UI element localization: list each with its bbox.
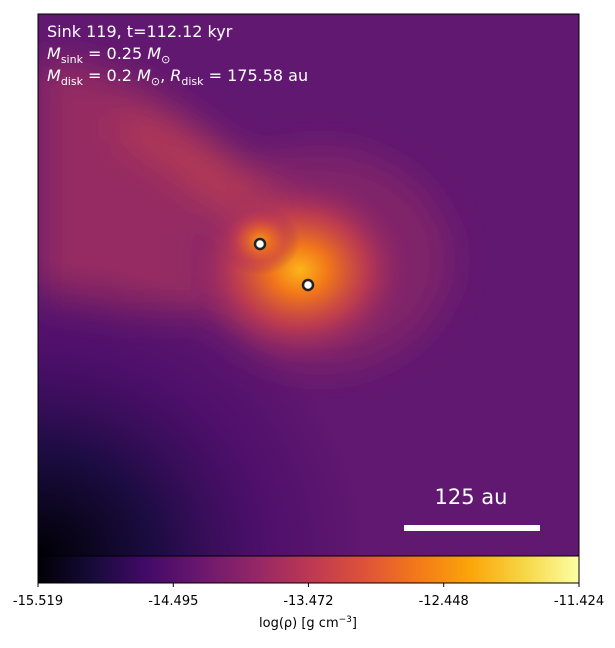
scale-bar	[404, 525, 540, 531]
annotation-part: M	[47, 66, 61, 85]
colorbar-tick-label: -12.448	[419, 594, 469, 609]
annotation-part: = 175.58 au	[204, 66, 309, 85]
colorbar	[37, 555, 580, 584]
annotation: Msink = 0.25 M⊙	[47, 44, 170, 66]
annotation-part: = 0.2	[83, 66, 137, 85]
annotation-part: ,	[160, 66, 170, 85]
label-text: log(ρ) [g cm	[259, 616, 339, 631]
annotation-part: R	[170, 66, 181, 85]
sink-particle	[253, 237, 267, 251]
annotation: Sink 119, t=112.12 kyr	[47, 22, 233, 41]
annotation-part: disk	[181, 75, 204, 88]
annotation-part: disk	[61, 75, 84, 88]
annotation-part: ⊙	[161, 53, 170, 66]
annotation-part: M	[137, 66, 151, 85]
colorbar-tick-label: -13.472	[283, 594, 333, 609]
label-exponent: −3	[339, 615, 352, 625]
annotation-part: M	[147, 44, 161, 63]
annotation: Mdisk = 0.2 M⊙, Rdisk = 175.58 au	[47, 66, 308, 88]
annotation-part: sink	[61, 53, 84, 66]
sink-particle	[301, 278, 315, 292]
annotation-part: ⊙	[151, 75, 160, 88]
label-close: ]	[352, 616, 357, 631]
colorbar-tick-label: -14.495	[148, 594, 198, 609]
colorbar-tick-label: -11.424	[554, 594, 604, 609]
annotation-part: = 0.25	[83, 44, 147, 63]
colorbar-tick-label: -15.519	[13, 594, 63, 609]
density-image	[38, 14, 579, 556]
annotation-part: M	[47, 44, 61, 63]
annotation-part: Sink 119, t=112.12 kyr	[47, 22, 233, 41]
scale-bar-label: 125 au	[435, 485, 508, 509]
colorbar-label: log(ρ) [g cm−3]	[259, 615, 357, 631]
